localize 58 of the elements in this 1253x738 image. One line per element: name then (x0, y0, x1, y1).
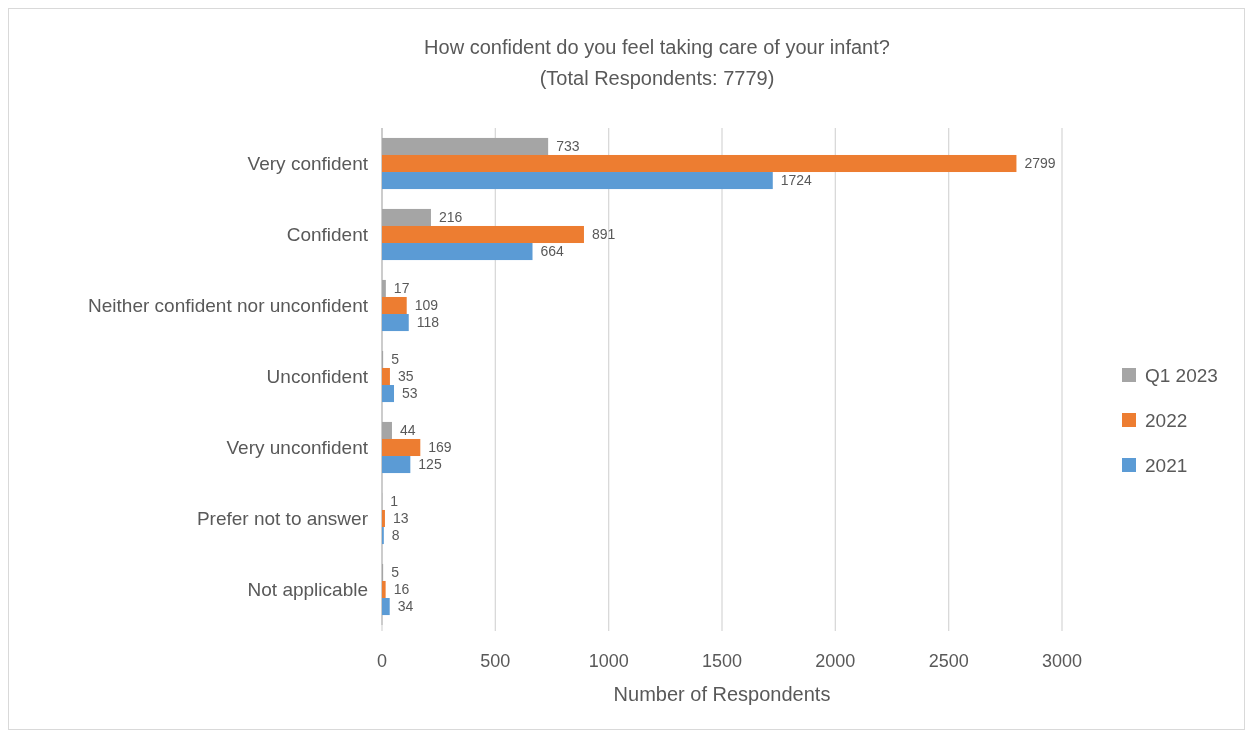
y-tick-label: Confident (286, 224, 369, 246)
y-tick-label: Unconfident (266, 366, 369, 388)
y-tick-label: Not applicable (247, 579, 368, 601)
data-label: 44 (399, 422, 416, 439)
data-label: 34 (397, 598, 414, 615)
x-tick-label: 0 (376, 651, 388, 671)
data-label: 664 (540, 243, 565, 260)
y-tick-label: Prefer not to answer (196, 508, 369, 530)
x-tick-label: 2500 (928, 651, 969, 671)
x-axis-title: Number of Respondents (613, 683, 831, 705)
bar (382, 509, 385, 528)
data-label: 733 (556, 138, 580, 155)
data-label: 1724 (780, 172, 813, 189)
data-label: 216 (438, 209, 463, 226)
data-label: 17 (393, 280, 410, 297)
data-label: 5 (391, 351, 400, 368)
data-label: 53 (402, 385, 418, 402)
bar (382, 137, 549, 155)
x-tick-label: 500 (480, 651, 511, 671)
legend-label: 2022 (1145, 409, 1188, 431)
data-label: 8 (391, 527, 400, 544)
y-tick-label: Very confident (247, 153, 369, 175)
bar (382, 208, 431, 226)
legend-label: Q1 2023 (1145, 364, 1218, 386)
data-label: 169 (428, 439, 452, 456)
bar (382, 598, 390, 616)
chart-title: How confident do you feel taking care of your infant? (424, 36, 890, 58)
bar (382, 172, 773, 190)
x-tick-label: 3000 (1041, 651, 1083, 671)
data-label: 5 (391, 564, 400, 581)
data-label: 891 (591, 226, 616, 243)
y-tick-label: Very unconfident (226, 437, 369, 459)
bar (382, 367, 390, 386)
bar (382, 438, 421, 457)
y-tick-label: Neither confident nor unconfident (88, 295, 369, 317)
bar (382, 385, 395, 403)
bar (382, 296, 407, 315)
data-label: 2799 (1024, 155, 1056, 172)
x-tick-label: 1500 (701, 651, 743, 671)
data-label: 16 (393, 581, 410, 598)
bar (382, 314, 409, 332)
bar (382, 421, 392, 439)
data-label: 35 (397, 368, 414, 385)
bar (382, 279, 386, 297)
bar (382, 580, 386, 599)
data-label: 125 (418, 456, 442, 473)
chart-subtitle: (Total Respondents: 7779) (539, 67, 775, 89)
bar (382, 154, 1017, 173)
data-label: 118 (416, 314, 440, 331)
data-label: 109 (414, 297, 439, 314)
x-tick-label: 1000 (588, 651, 629, 671)
data-label: 13 (392, 510, 409, 527)
x-tick-label: 2000 (815, 651, 856, 671)
data-label: 1 (390, 493, 399, 510)
bar (382, 243, 533, 261)
bar (382, 225, 584, 244)
legend-label: 2021 (1145, 454, 1188, 476)
bar (382, 456, 411, 474)
